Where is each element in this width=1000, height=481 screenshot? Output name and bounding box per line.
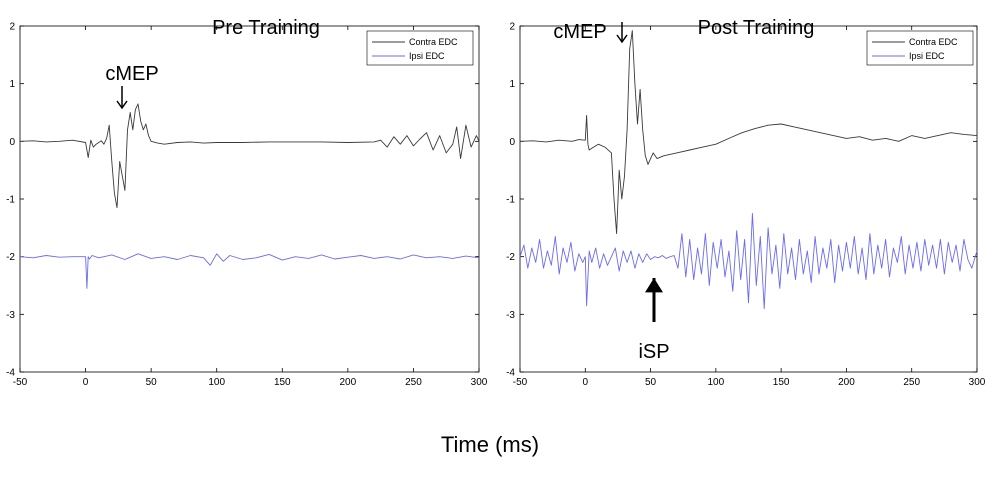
y-tick-label: -2 bbox=[506, 252, 515, 263]
x-tick-label: 150 bbox=[773, 377, 790, 388]
y-tick-label: -1 bbox=[506, 195, 515, 206]
x-tick-label: 0 bbox=[583, 377, 589, 388]
y-tick-label: -2 bbox=[6, 252, 15, 263]
annotation-label: cMEP bbox=[105, 63, 158, 85]
x-tick-label: 250 bbox=[903, 377, 920, 388]
legend-entry: Ipsi EDC bbox=[409, 51, 445, 61]
y-tick-label: 2 bbox=[9, 22, 15, 33]
x-tick-label: 50 bbox=[146, 377, 158, 388]
contra-edc-trace bbox=[519, 30, 978, 235]
y-tick-label: 1 bbox=[509, 79, 515, 90]
y-tick-label: -4 bbox=[6, 368, 15, 379]
ipsi-edc-trace bbox=[519, 212, 978, 310]
x-tick-label: 0 bbox=[83, 377, 89, 388]
y-tick-label: -3 bbox=[6, 310, 15, 321]
legend: Contra EDC Ipsi EDC bbox=[866, 30, 974, 66]
ipsi-edc-trace bbox=[19, 253, 480, 289]
annotation-label: iSP bbox=[638, 341, 669, 363]
x-axis-label: Time (ms) bbox=[441, 432, 539, 457]
axes-frame bbox=[19, 25, 480, 373]
x-tick-label: -50 bbox=[13, 377, 28, 388]
y-tick-label: 2 bbox=[509, 22, 515, 33]
panel-title: Pre Training bbox=[212, 17, 320, 39]
x-tick-label: 250 bbox=[405, 377, 422, 388]
x-tick-label: 200 bbox=[838, 377, 855, 388]
legend-box bbox=[366, 30, 474, 66]
contra-edc-trace bbox=[19, 103, 480, 209]
x-tick-label: 50 bbox=[645, 377, 657, 388]
panel-title: Post Training bbox=[698, 17, 815, 39]
legend: Contra EDC Ipsi EDC bbox=[366, 30, 474, 66]
x-tick-label: 100 bbox=[208, 377, 225, 388]
annotation-arrowhead bbox=[616, 34, 628, 44]
annotation-arrowhead bbox=[645, 278, 663, 293]
x-tick-label: 150 bbox=[274, 377, 291, 388]
x-tick-label: 200 bbox=[340, 377, 357, 388]
y-tick-label: -4 bbox=[506, 368, 515, 379]
legend-entry: Ipsi EDC bbox=[909, 51, 945, 61]
legend-entry: Contra EDC bbox=[409, 37, 458, 47]
axes-frame bbox=[519, 25, 978, 373]
legend-box bbox=[866, 30, 974, 66]
x-tick-label: 300 bbox=[969, 377, 986, 388]
x-tick-label: 300 bbox=[471, 377, 488, 388]
annotation-arrowhead bbox=[116, 100, 128, 110]
y-tick-label: -3 bbox=[506, 310, 515, 321]
panel-pre: -50 0 50 100 150 200 250 300 2 1 0 -1 -2 -3 -4 Pre Trai… bbox=[6, 17, 488, 388]
y-tick-label: 0 bbox=[9, 137, 15, 148]
annotation-label: cMEP bbox=[553, 21, 606, 43]
legend-entry: Contra EDC bbox=[909, 37, 958, 47]
y-tick-label: -1 bbox=[6, 195, 15, 206]
x-tick-label: -50 bbox=[513, 377, 528, 388]
y-tick-label: 0 bbox=[509, 137, 515, 148]
panel-post: -50 0 50 100 150 200 250 300 2 1 0 -1 -2 -3 -4 Post Tra… bbox=[506, 17, 986, 388]
x-tick-label: 100 bbox=[708, 377, 725, 388]
y-tick-label: 1 bbox=[9, 79, 15, 90]
